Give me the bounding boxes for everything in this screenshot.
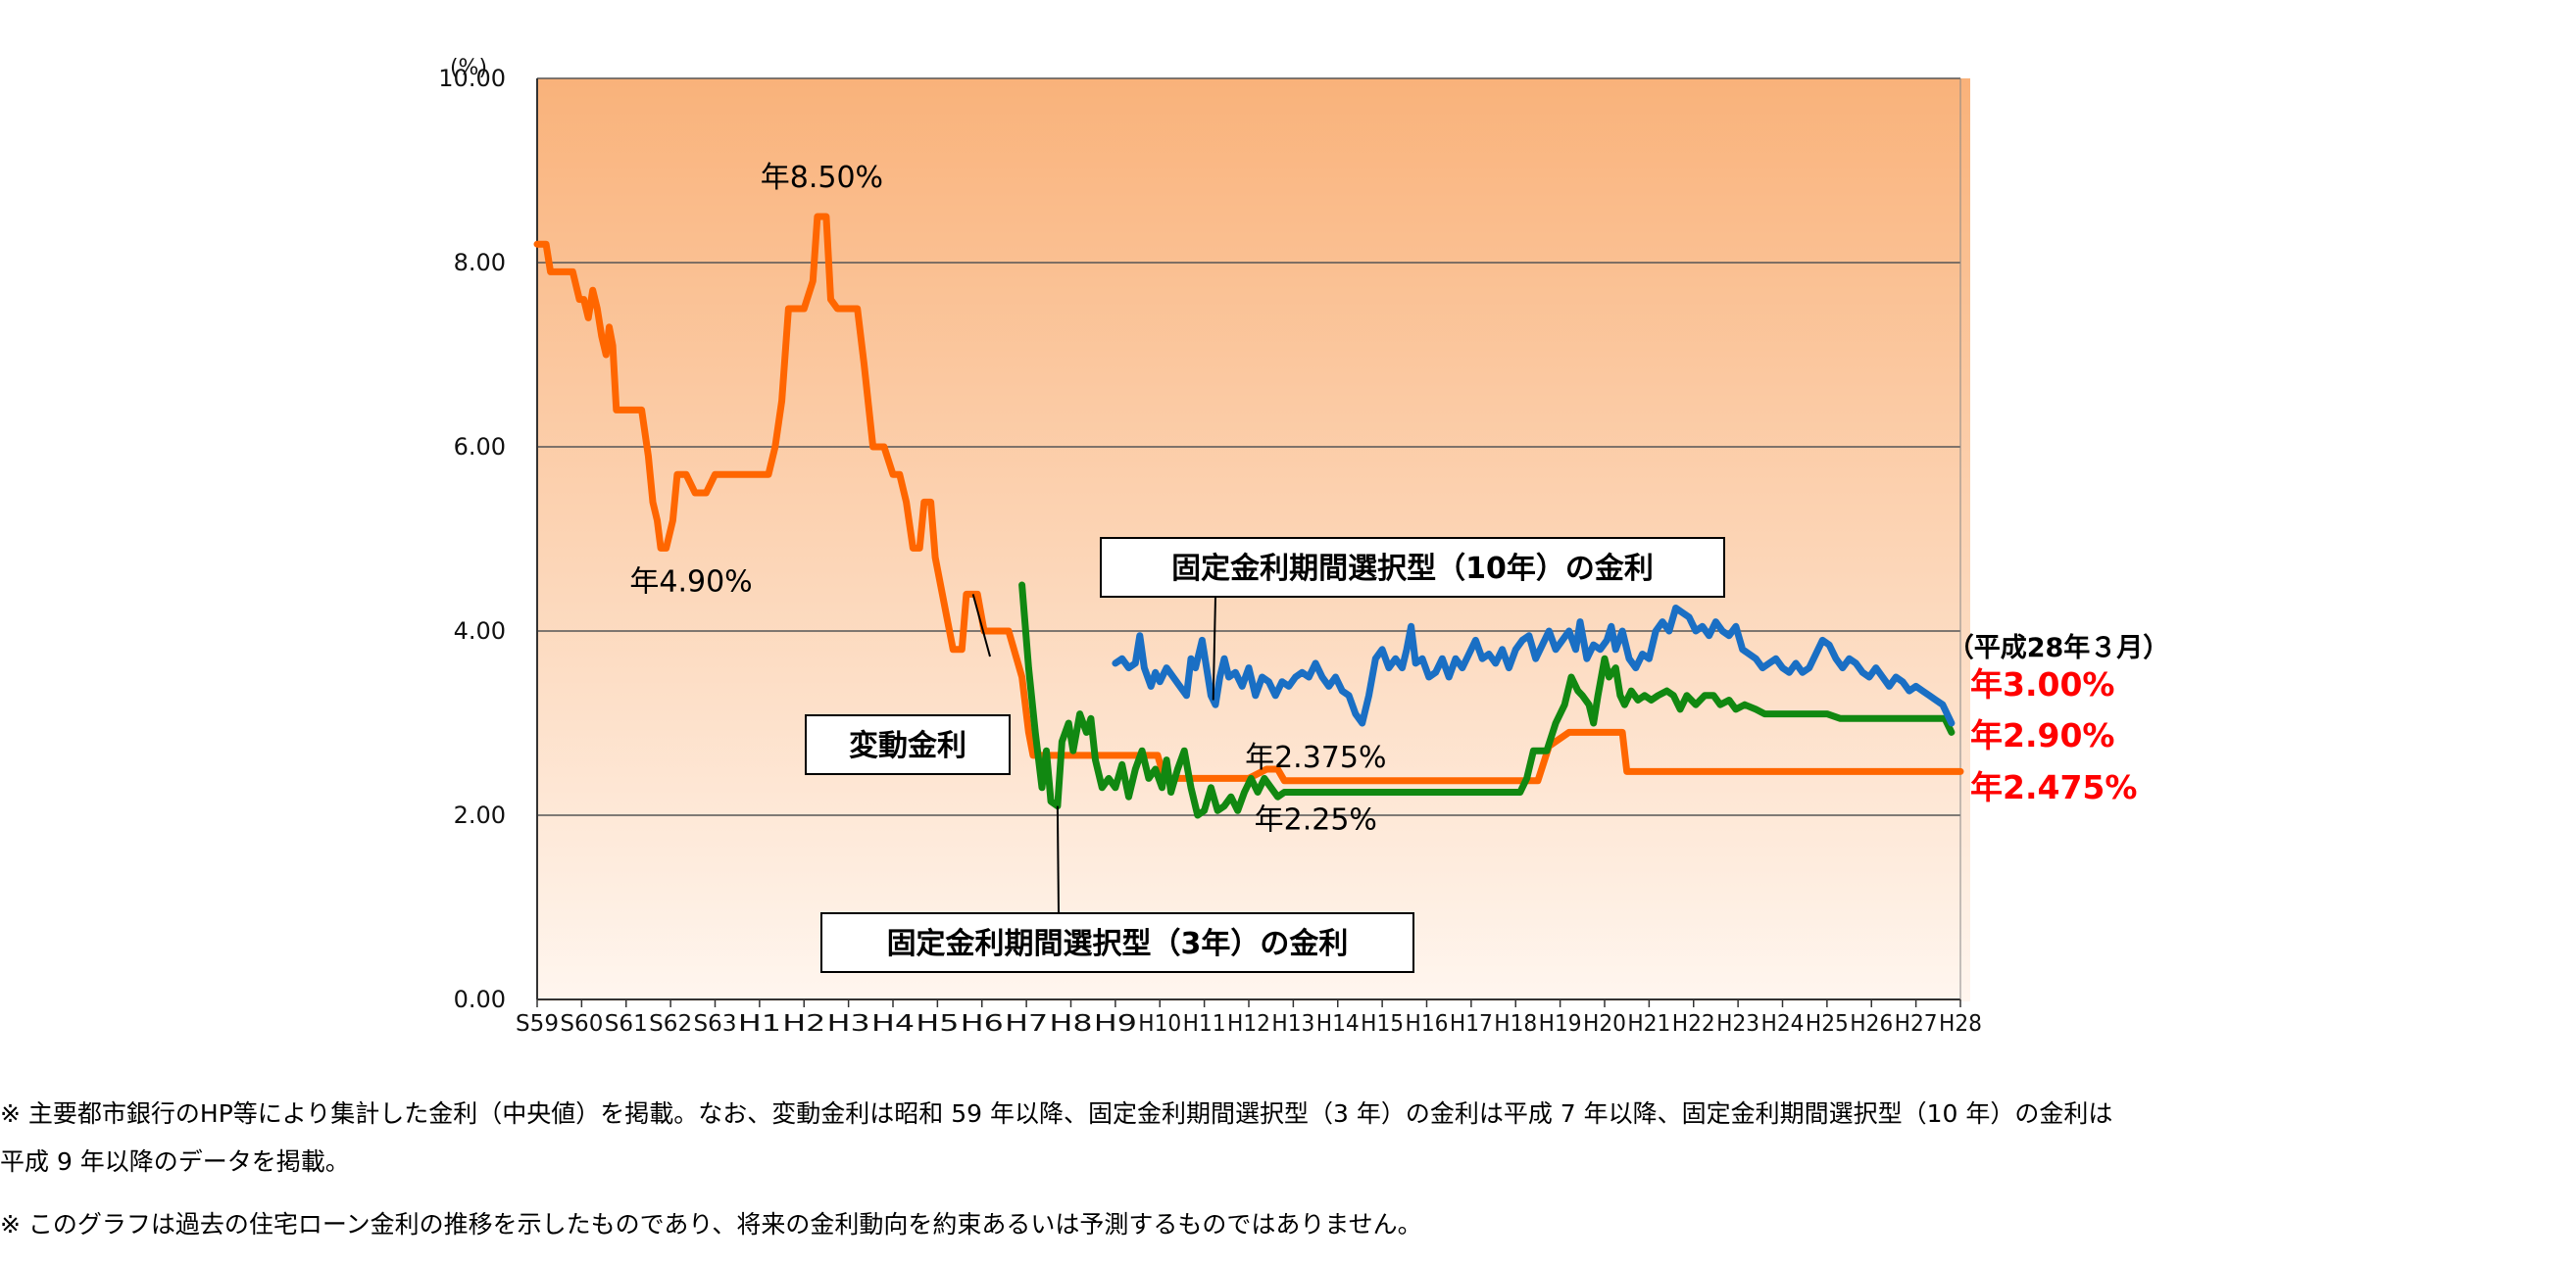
callout-leader-line <box>1212 596 1216 701</box>
x-tick-label: S62 <box>649 1011 692 1037</box>
callout-leader-line <box>1056 805 1060 914</box>
x-tick-label: H12 <box>1227 1011 1270 1037</box>
footnote-line-3: ※ このグラフは過去の住宅ローン金利の推移を示したものであり、将来の金利動向を約… <box>0 1210 1422 1239</box>
x-tick-label: S60 <box>560 1011 603 1037</box>
x-tick-label: H15 <box>1361 1011 1404 1037</box>
x-tick-label: H10 <box>1138 1011 1181 1037</box>
series-lines <box>533 213 1964 819</box>
x-tick-label: H22 <box>1672 1011 1715 1037</box>
footnote-line-1: ※ 主要都市銀行のHP等により集計した金利（中央値）を掲載。なお、変動金利は昭和… <box>0 1099 2113 1128</box>
x-tick-label: H13 <box>1271 1011 1314 1037</box>
x-tick-label: H2 <box>782 1011 825 1037</box>
end-value-label: 年3.00% <box>1970 665 2115 704</box>
callout-label: 変動金利 <box>849 729 966 763</box>
value-annotation: 年8.50% <box>761 161 883 195</box>
y-tick-label: 8.00 <box>454 249 506 276</box>
callout-label: 固定金利期間選択型（3年）の金利 <box>887 927 1349 961</box>
x-tick-label: H3 <box>827 1011 870 1037</box>
callout-leader-line <box>971 594 991 657</box>
x-tick-label: H1 <box>738 1011 781 1037</box>
x-tick-label: H19 <box>1539 1011 1582 1037</box>
x-tick-label: H18 <box>1494 1011 1537 1037</box>
y-tick-label: 0.00 <box>454 986 506 1013</box>
callout-label: 固定金利期間選択型（10年）の金利 <box>1171 552 1654 586</box>
axes: 0.00 2.00 4.00 6.00 8.00 10.00(%) S59 S60 S61 S62… <box>438 56 1982 1037</box>
value-annotation: 年2.375% <box>1245 741 1386 775</box>
y-unit-label: (%) <box>450 56 487 80</box>
x-tick-label: H21 <box>1627 1011 1670 1037</box>
x-tick-label: H4 <box>871 1011 915 1037</box>
x-tick-label: H16 <box>1406 1011 1449 1037</box>
y-tick-label: 10.00 <box>438 65 506 92</box>
x-tick-label: H20 <box>1583 1011 1626 1037</box>
x-tick-label: S61 <box>605 1011 648 1037</box>
x-tick-label: H17 <box>1450 1011 1493 1037</box>
x-tick-label: H5 <box>916 1011 959 1037</box>
callout-box <box>820 912 1414 973</box>
x-tick-label: H6 <box>961 1011 1004 1037</box>
series-line-2 <box>1112 605 1956 727</box>
x-tick-label: H28 <box>1939 1011 1982 1037</box>
value-annotation: 年4.90% <box>629 564 752 599</box>
x-tick-label: H11 <box>1183 1011 1226 1037</box>
x-tick-label: H26 <box>1850 1011 1893 1037</box>
chart-labels: 年8.50% 年4.90% 年2.375% 年2.25% （平成28年３月）年3.00%… <box>629 161 2169 838</box>
x-tick-label: S63 <box>694 1011 737 1037</box>
series-line-1 <box>1018 581 1956 819</box>
end-value-label: 年2.90% <box>1970 716 2115 754</box>
x-tick-label: H7 <box>1005 1011 1048 1037</box>
x-tick-label: S59 <box>516 1011 559 1037</box>
x-tick-label: H9 <box>1094 1011 1137 1037</box>
x-tick-label: H14 <box>1316 1011 1360 1037</box>
y-tick-label: 6.00 <box>454 433 506 461</box>
x-tick-label: H25 <box>1806 1011 1849 1037</box>
value-annotation: 年2.25% <box>1255 803 1377 838</box>
x-tick-label: H8 <box>1050 1011 1093 1037</box>
x-tick-label: H24 <box>1761 1011 1805 1037</box>
x-tick-label: H27 <box>1895 1011 1938 1037</box>
end-date-label: （平成28年３月） <box>1948 632 2170 663</box>
x-tick-label: H23 <box>1716 1011 1759 1037</box>
y-tick-label: 4.00 <box>454 617 506 645</box>
y-tick-label: 2.00 <box>454 802 506 829</box>
footnote-line-2: 平成 9 年以降のデータを掲載。 <box>0 1147 350 1176</box>
callout-box <box>1100 537 1725 598</box>
end-value-label: 年2.475% <box>1970 768 2137 806</box>
callout-box <box>805 714 1011 775</box>
